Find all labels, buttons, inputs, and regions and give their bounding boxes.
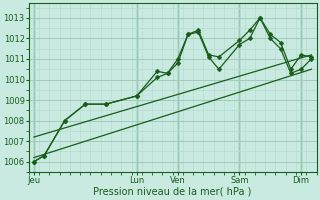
X-axis label: Pression niveau de la mer( hPa ): Pression niveau de la mer( hPa ) <box>93 187 252 197</box>
